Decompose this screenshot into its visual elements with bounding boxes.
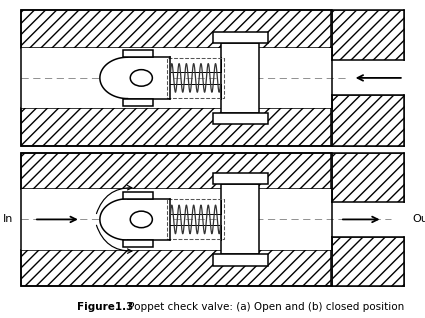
Bar [212, 113, 268, 124]
Bar [221, 184, 259, 254]
Text: Out: Out [412, 214, 425, 225]
Bar [123, 192, 153, 199]
Bar [332, 202, 404, 237]
Bar [221, 43, 259, 113]
Bar [212, 32, 268, 43]
Polygon shape [100, 199, 170, 240]
Circle shape [130, 70, 152, 86]
Bar [123, 240, 153, 247]
Bar [21, 108, 332, 146]
Text: Figure1.3: Figure1.3 [76, 302, 133, 312]
Bar [21, 10, 332, 48]
Bar [212, 173, 268, 184]
Bar [21, 250, 332, 286]
Bar [123, 50, 153, 57]
Circle shape [130, 211, 152, 228]
Bar [332, 60, 404, 95]
Bar [21, 189, 332, 250]
Bar [332, 95, 404, 146]
Bar [21, 10, 332, 146]
Bar [332, 10, 404, 60]
Text: Poppet check valve: (a) Open and (b) closed position: Poppet check valve: (a) Open and (b) clo… [125, 302, 405, 312]
Polygon shape [100, 57, 170, 99]
Bar [212, 254, 268, 266]
Bar [332, 237, 404, 286]
Bar [167, 199, 224, 239]
Bar [21, 153, 332, 189]
Text: In: In [3, 214, 13, 225]
Bar [332, 153, 404, 202]
Bar [21, 48, 332, 108]
Bar [21, 153, 332, 286]
Bar [167, 58, 224, 98]
Bar [123, 99, 153, 106]
